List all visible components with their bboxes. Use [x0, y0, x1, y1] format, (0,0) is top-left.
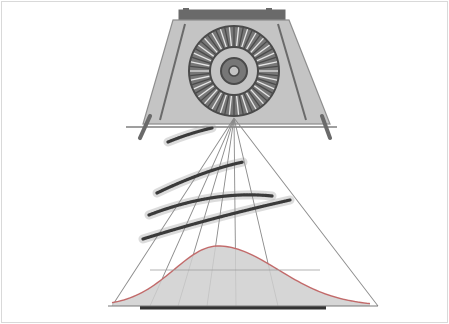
fan-spoke	[235, 95, 240, 115]
wavefront-arc	[141, 198, 292, 241]
beam-ray	[111, 117, 235, 307]
fan-spoke	[224, 95, 230, 115]
fan-spoke	[211, 32, 223, 50]
fan-spoke	[241, 94, 249, 114]
fan-spoke	[252, 87, 268, 101]
housing-right-panel-line	[277, 23, 307, 121]
fan-spoke	[224, 27, 230, 47]
fan-spoke	[191, 56, 211, 64]
fan-spoke	[258, 72, 278, 77]
fan-spoke	[250, 89, 264, 105]
wavefront-arc	[155, 160, 245, 195]
fan-spoke	[248, 35, 261, 52]
fan-spoke	[204, 37, 218, 53]
fan-spoke	[256, 52, 275, 62]
fan-spoke	[191, 78, 211, 86]
fan-spoke	[253, 44, 270, 57]
fan-spoke	[252, 41, 268, 55]
wavefront-arc	[147, 193, 274, 217]
fan-hub	[228, 65, 240, 77]
beam-ray	[233, 117, 379, 307]
housing-left-bolt	[183, 8, 189, 13]
fan-spoke	[256, 80, 275, 90]
fan-spoke	[211, 92, 223, 110]
fan-spoke	[215, 30, 225, 49]
fan-spoke	[238, 27, 244, 47]
fan-spoke	[198, 44, 215, 57]
fan-spoke	[207, 90, 220, 107]
fan-spoke	[200, 41, 216, 55]
fan-spoke	[215, 93, 225, 112]
fan-spoke	[243, 30, 253, 49]
fan-spoke	[190, 75, 210, 81]
fan-spoke	[248, 90, 261, 107]
fan-spoke	[238, 95, 244, 115]
fan-spoke	[253, 85, 270, 98]
beam-ray	[149, 117, 235, 307]
intensity-curve	[111, 245, 371, 305]
fan-spoke	[250, 37, 264, 53]
fan-spoke	[198, 85, 215, 98]
fan-spoke	[258, 75, 278, 81]
fan-spoke	[190, 65, 210, 70]
housing-left-leg	[138, 114, 152, 140]
fan-spokes	[190, 27, 278, 115]
fan-spoke	[255, 82, 273, 94]
housing-right-leg	[320, 114, 332, 140]
fan-spoke	[193, 80, 212, 90]
fan-spoke	[243, 93, 253, 112]
fan-spoke	[228, 95, 233, 115]
fan-spoke	[257, 78, 277, 86]
housing-left-panel-line	[159, 23, 186, 121]
fan-spoke	[228, 27, 233, 47]
wavefront-arc	[166, 126, 214, 144]
fan-spoke	[190, 61, 210, 67]
fan-spoke	[255, 48, 273, 60]
fan-spoke	[195, 48, 213, 60]
fan-spoke	[258, 65, 278, 70]
fan-spoke	[200, 87, 216, 101]
fan-spoke	[204, 89, 218, 105]
fan-wheel	[188, 25, 280, 117]
fan-spoke	[245, 92, 257, 110]
fan-spoke	[241, 28, 249, 48]
wavefronts	[138, 123, 295, 244]
fan-spoke	[219, 94, 227, 114]
fan-spoke	[195, 82, 213, 94]
intensity-area	[112, 246, 370, 306]
fan-spoke	[257, 56, 277, 64]
fan-spoke	[258, 61, 278, 67]
fan-spoke	[207, 35, 220, 52]
fan-spoke	[190, 72, 210, 77]
fan-spoke	[193, 52, 212, 62]
housing-right-bolt	[266, 8, 272, 13]
fan-spoke	[245, 32, 257, 50]
fan-spoke	[235, 27, 240, 47]
fan-spoke	[219, 28, 227, 48]
